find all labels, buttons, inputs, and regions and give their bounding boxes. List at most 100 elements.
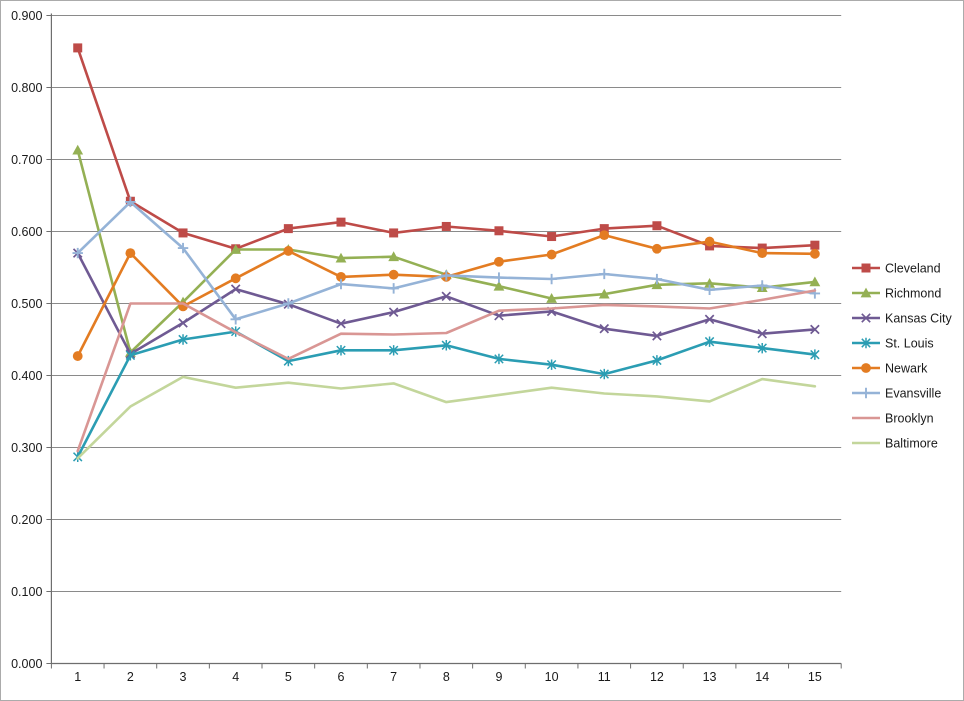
plus-marker-icon [177,242,189,254]
legend-item-brooklyn[interactable]: Brooklyn [852,412,934,426]
circle-marker-icon [704,236,715,247]
plus-marker-icon [441,270,452,281]
circle-marker-icon [494,256,504,267]
asterisk-marker-icon [178,334,188,345]
x-marker-icon [810,324,820,335]
asterisk-marker-icon [125,350,136,361]
x-marker-icon [388,307,399,317]
plus-marker-icon [599,268,610,280]
plus-marker-icon [125,196,136,208]
circle-marker-icon [599,230,610,241]
legend-item-evansville[interactable]: Evansville [852,387,941,401]
square-marker-icon [389,228,399,238]
x-axis-label: 13 [703,670,717,684]
circle-marker-icon [546,249,557,260]
x-axis-label: 12 [650,670,664,684]
x-marker-icon [178,318,188,328]
circle-marker-icon [388,269,399,280]
x-axis-label: 6 [338,670,345,684]
triangle-marker-icon [72,144,84,155]
y-axis-label: 0.600 [11,225,42,239]
circle-marker-icon [125,248,136,258]
triangle-marker-icon [809,276,821,287]
legend-item-cleveland[interactable]: Cleveland [852,262,941,276]
plus-marker-icon [388,283,399,294]
x-marker-icon [230,284,241,294]
square-marker-icon [810,240,820,250]
circle-marker-icon [283,246,294,256]
triangle-marker-icon [493,280,505,291]
x-marker-icon [704,314,715,325]
y-axis-label: 0.700 [11,153,42,167]
x-axis-label: 11 [598,670,611,684]
y-axis-label: 0.900 [11,9,42,23]
x-axis-label: 7 [390,670,397,684]
triangle-marker-icon [598,288,610,299]
gridlines [51,15,842,664]
plus-marker-icon [230,314,241,325]
x-marker-icon [336,318,346,329]
square-marker-icon [494,226,504,236]
axes [46,13,842,669]
series-line-evansville[interactable] [76,200,817,321]
y-axis-label: 0.300 [11,441,42,455]
x-marker-icon [652,331,662,341]
legend-label: Richmond [885,287,941,301]
asterisk-marker-icon [810,349,820,360]
y-axis-label: 0.500 [11,297,42,311]
asterisk-marker-icon [861,337,871,349]
legend-item-baltimore[interactable]: Baltimore [852,437,938,451]
square-marker-icon [652,221,662,231]
triangle-marker-icon [546,293,558,303]
series-brooklyn[interactable] [76,289,817,453]
square-marker-icon [757,243,767,253]
asterisk-marker-icon [388,345,399,356]
plus-marker-icon [283,298,294,309]
series-baltimore[interactable] [76,375,817,460]
x-marker-icon [861,313,871,323]
legend-label: Brooklyn [885,412,934,426]
plus-marker-icon [546,273,557,285]
series-cleveland[interactable] [73,43,820,254]
square-marker-icon [599,224,609,234]
y-axis-label: 0.400 [11,369,42,383]
legend-item-richmond[interactable]: Richmond [852,287,941,301]
series-line-cleveland[interactable] [76,46,817,251]
legend-item-kansas-city[interactable]: Kansas City [852,312,952,326]
legend-item-st-louis[interactable]: St. Louis [852,337,934,351]
x-marker-icon [757,328,768,339]
series-line-baltimore[interactable] [76,375,817,460]
triangle-marker-icon [335,252,347,263]
square-marker-icon [547,232,557,242]
square-marker-icon [861,263,871,273]
x-axis-label: 3 [180,670,187,684]
square-marker-icon [283,224,293,234]
legend-label: Evansville [885,387,941,401]
plus-marker-icon [493,272,505,283]
legend-label: St. Louis [885,337,934,351]
y-axis-label: 0.100 [11,585,42,599]
series-line-brooklyn[interactable] [76,289,817,453]
axis-labels: 0.000 0.100 0.200 0.300 0.400 0.500 0.600 0.700… [11,9,822,684]
plus-marker-icon [704,284,715,296]
series-evansville[interactable] [72,196,821,325]
legend-item-newark[interactable]: Newark [852,362,928,376]
circle-marker-icon [809,248,820,259]
series-st-louis[interactable] [72,326,820,463]
triangle-marker-icon [388,251,400,262]
asterisk-marker-icon [546,359,557,370]
plus-marker-icon [651,273,663,285]
square-marker-icon [73,43,83,53]
circle-marker-icon [861,363,871,373]
legend-label: Baltimore [885,437,938,451]
circle-marker-icon [757,248,768,258]
triangle-marker-icon [704,277,715,288]
triangle-marker-icon [860,287,872,298]
plus-marker-icon [860,387,872,399]
x-axis-label: 15 [808,670,822,684]
square-marker-icon [336,217,346,227]
asterisk-marker-icon [599,368,609,380]
asterisk-marker-icon [336,345,346,356]
